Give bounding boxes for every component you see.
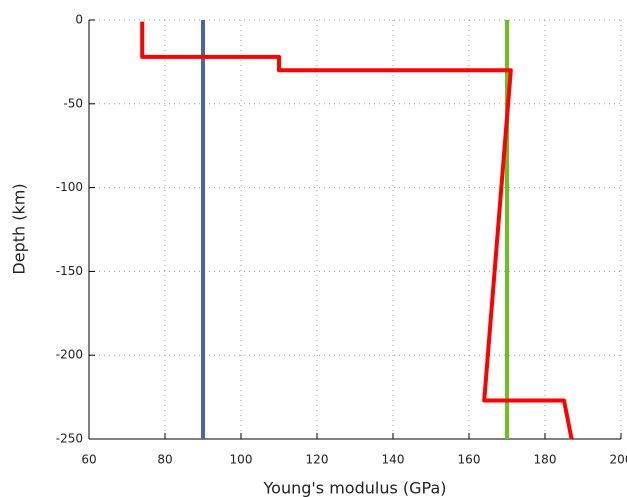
x-tick-label: 140 [382,453,405,467]
y-tick-label: -100 [56,180,83,194]
x-axis-label: Young's modulus (GPa) [263,479,447,497]
x-tick-label: 120 [306,453,329,467]
y-tick-label: -150 [56,264,83,278]
series-line [140,21,574,440]
y-tick-label: -50 [63,96,83,110]
x-tick-label: 100 [230,453,253,467]
y-tick-label: 0 [75,13,83,27]
x-tick-label: 200 [610,453,627,467]
x-tick-label: 180 [534,453,557,467]
x-tick-label: 60 [81,453,96,467]
x-tick-label: 160 [458,453,481,467]
x-tick-label: 80 [157,453,172,467]
y-tick-label: -250 [56,432,83,446]
y-axis-label: Depth (km) [10,183,29,274]
y-tick-label: -200 [56,348,83,362]
